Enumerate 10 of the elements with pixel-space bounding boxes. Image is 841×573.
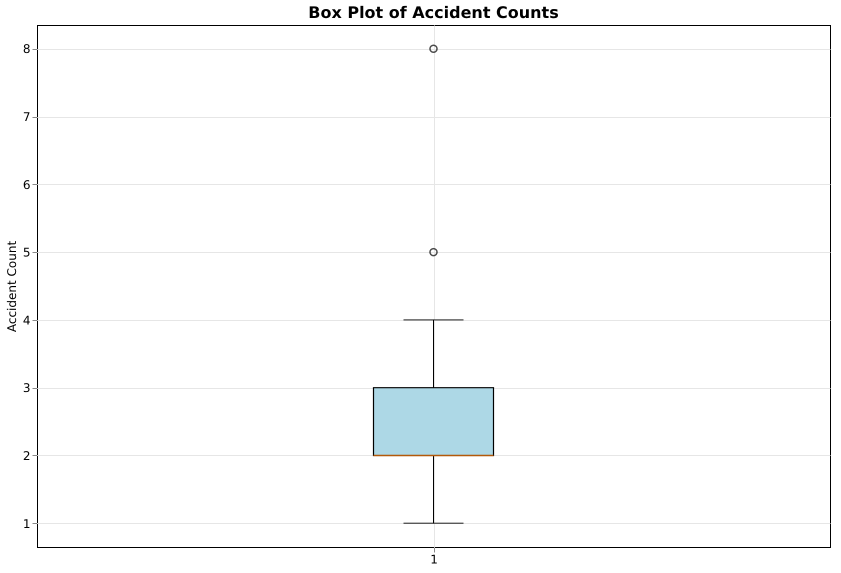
y-tick-label: 2 bbox=[22, 448, 30, 463]
y-tick-label: 3 bbox=[22, 381, 30, 396]
chart-title: Box Plot of Accident Counts bbox=[308, 3, 559, 22]
y-tick-label: 4 bbox=[22, 313, 30, 328]
y-axis-title: Accident Count bbox=[4, 240, 19, 332]
y-tick-label: 5 bbox=[22, 246, 30, 260]
y-tick-label: 1 bbox=[22, 516, 30, 531]
y-tick-label: 6 bbox=[22, 178, 30, 192]
y-tick-label: 7 bbox=[22, 110, 30, 124]
y-tick-label: 8 bbox=[22, 42, 30, 56]
